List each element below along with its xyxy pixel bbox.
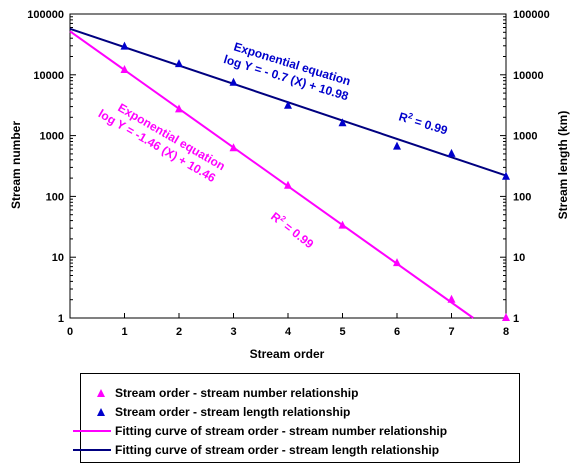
data-point-series-0 bbox=[393, 258, 401, 267]
length-equation-annotation: Exponential equation log Y = - 0.7 (X) +… bbox=[222, 39, 352, 103]
x-tick-label: 8 bbox=[503, 326, 509, 338]
length-r2-value: = 0.99 bbox=[410, 113, 450, 137]
data-point-series-0 bbox=[175, 104, 183, 113]
data-point-series-0 bbox=[502, 313, 510, 321]
x-tick-label: 1 bbox=[121, 326, 127, 338]
data-point-series-1 bbox=[120, 41, 129, 50]
x-tick-label: 6 bbox=[394, 326, 400, 338]
triangle-marker-icon bbox=[97, 389, 105, 397]
chart-canvas: 0 1 2 3 4 5 6 7 81101001000100001000001101001000… bbox=[9, 9, 570, 361]
data-point-series-0 bbox=[284, 180, 292, 189]
y2-tick-label: 100000 bbox=[513, 9, 550, 21]
legend-label: Stream order - stream number relationshi… bbox=[115, 386, 359, 400]
fit-line-series-2 bbox=[69, 30, 474, 319]
data-point-series-0 bbox=[229, 143, 238, 152]
number-r2-value: = 0.99 bbox=[278, 217, 316, 251]
data-point-series-0 bbox=[120, 64, 129, 73]
y2-tick-label: 1000 bbox=[513, 131, 537, 143]
data-point-series-1 bbox=[229, 77, 238, 86]
data-point-series-1 bbox=[338, 118, 347, 127]
data-point-series-1 bbox=[175, 59, 183, 68]
data-point-series-1 bbox=[284, 100, 292, 109]
legend: Stream order - stream number relationshi… bbox=[73, 373, 520, 463]
x-tick-label: 4 bbox=[285, 326, 292, 338]
legend-label: Fitting curve of stream order - stream n… bbox=[115, 424, 448, 438]
y-tick-label: 10 bbox=[52, 252, 64, 264]
x-tick-label: 5 bbox=[339, 326, 345, 338]
x-axis-title: Stream order bbox=[250, 347, 325, 361]
legend-label: Fitting curve of stream order - stream l… bbox=[115, 443, 440, 457]
number-equation-annotation: Exponential equation log Y = -1.46 (X) +… bbox=[96, 100, 228, 185]
legend-item: Fitting curve of stream order - stream n… bbox=[73, 422, 519, 440]
y2-tick-label: 1 bbox=[513, 313, 519, 325]
magenta-line-icon bbox=[73, 430, 111, 432]
triangle-marker-icon bbox=[97, 408, 105, 416]
data-point-series-0 bbox=[447, 294, 456, 303]
navy-line-icon bbox=[73, 449, 111, 451]
svg-text:R2 = 0.99: R2 = 0.99 bbox=[397, 109, 450, 138]
data-point-series-1 bbox=[393, 141, 401, 150]
legend-marker bbox=[93, 384, 109, 402]
chart-marks bbox=[69, 27, 510, 321]
legend-marker bbox=[93, 403, 109, 421]
y-tick-label: 100000 bbox=[27, 9, 64, 21]
length-r2-superscript: 2 bbox=[407, 111, 414, 121]
legend-item: Fitting curve of stream order - stream l… bbox=[73, 441, 519, 459]
y-tick-label: 10000 bbox=[33, 70, 64, 82]
x-tick-label: 2 bbox=[176, 326, 182, 338]
x-tick-label: 7 bbox=[448, 326, 454, 338]
axes: 0 1 2 3 4 5 6 7 81101001000100001000001101001000… bbox=[27, 9, 549, 338]
y2-tick-label: 10 bbox=[513, 252, 525, 264]
y2-tick-label: 100 bbox=[513, 191, 531, 203]
y2-tick-label: 10000 bbox=[513, 70, 544, 82]
number-r2-annotation: R2 = 0.99 bbox=[268, 209, 317, 252]
y2-axis-title: Stream length (km) bbox=[556, 111, 570, 220]
legend-label: Stream order - stream length relationshi… bbox=[115, 405, 351, 419]
x-tick-label: 3 bbox=[230, 326, 236, 338]
number-r2-superscript: 2 bbox=[279, 214, 288, 224]
y-tick-label: 1000 bbox=[40, 131, 64, 143]
length-r2-annotation: R2 = 0.99 bbox=[397, 109, 450, 138]
y-tick-label: 1 bbox=[58, 313, 64, 325]
data-point-series-1 bbox=[502, 171, 510, 180]
svg-text:R2 = 0.99: R2 = 0.99 bbox=[268, 209, 317, 252]
x-tick-label: 0 bbox=[67, 326, 73, 338]
legend-item: Stream order - stream length relationshi… bbox=[81, 403, 519, 421]
y-axis-title: Stream number bbox=[9, 121, 23, 209]
data-point-series-0 bbox=[338, 220, 347, 229]
legend-item: Stream order - stream number relationshi… bbox=[81, 384, 519, 402]
y-tick-label: 100 bbox=[46, 191, 64, 203]
data-point-series-1 bbox=[447, 148, 456, 157]
